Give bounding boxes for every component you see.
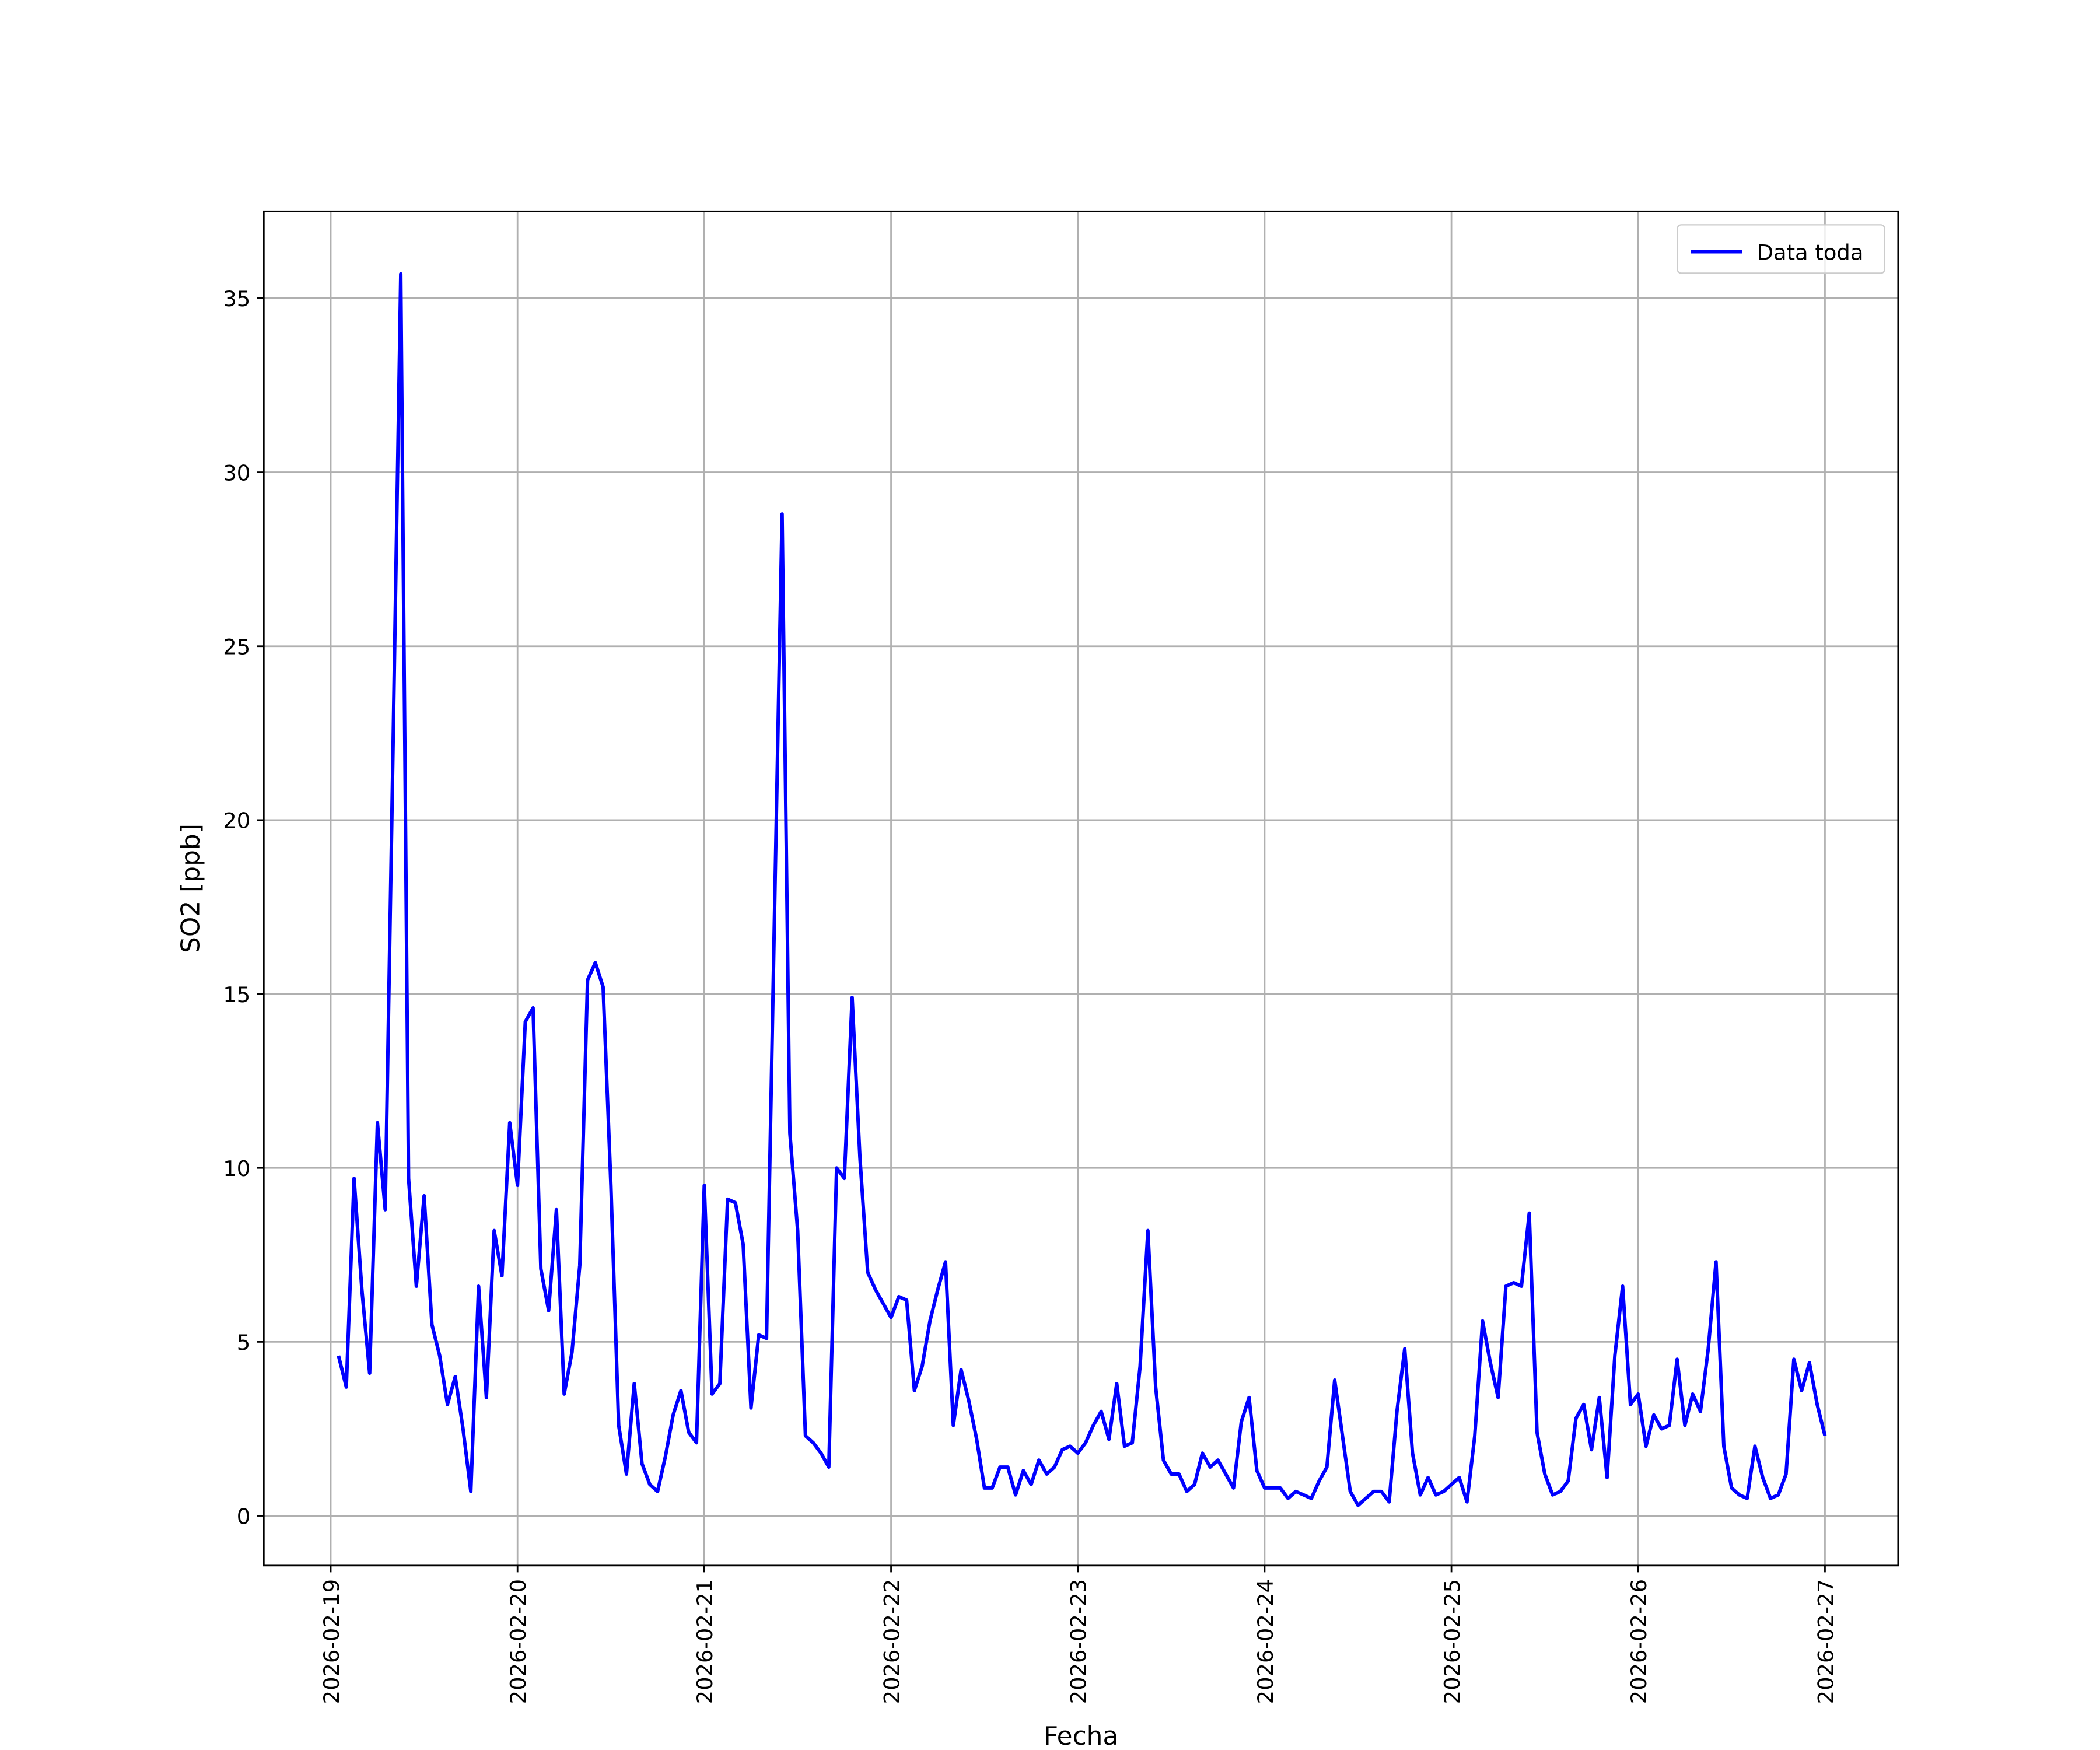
legend-label: Data toda <box>1757 240 1864 265</box>
x-tick-label: 2026-02-25 <box>1440 1579 1465 1704</box>
x-tick-label: 2026-02-19 <box>319 1579 344 1704</box>
y-tick-label: 10 <box>223 1156 250 1181</box>
y-tick-label: 0 <box>237 1504 250 1529</box>
data-line <box>337 272 1827 1507</box>
y-tick-label: 5 <box>237 1330 250 1355</box>
x-tick-label: 2026-02-26 <box>1626 1579 1651 1704</box>
x-tick-label: 2026-02-22 <box>879 1579 904 1704</box>
x-axis-label: Fecha <box>1044 1721 1119 1750</box>
x-tick-label: 2026-02-20 <box>506 1579 531 1704</box>
y-tick-label: 20 <box>223 808 250 834</box>
legend-box <box>1676 224 1885 274</box>
y-tick-label: 15 <box>223 982 250 1007</box>
x-tick-label: 2026-02-24 <box>1253 1579 1278 1704</box>
y-tick-label: 30 <box>223 460 250 485</box>
plot-frame <box>262 210 1899 1567</box>
y-axis-label: SO2 [ppb] <box>176 824 206 953</box>
x-tick-label: 2026-02-23 <box>1066 1579 1091 1704</box>
x-tick-label: 2026-02-27 <box>1813 1579 1838 1704</box>
y-tick-label: 35 <box>223 286 250 312</box>
x-tick-label: 2026-02-21 <box>692 1579 718 1704</box>
y-tick-label: 25 <box>223 635 250 660</box>
